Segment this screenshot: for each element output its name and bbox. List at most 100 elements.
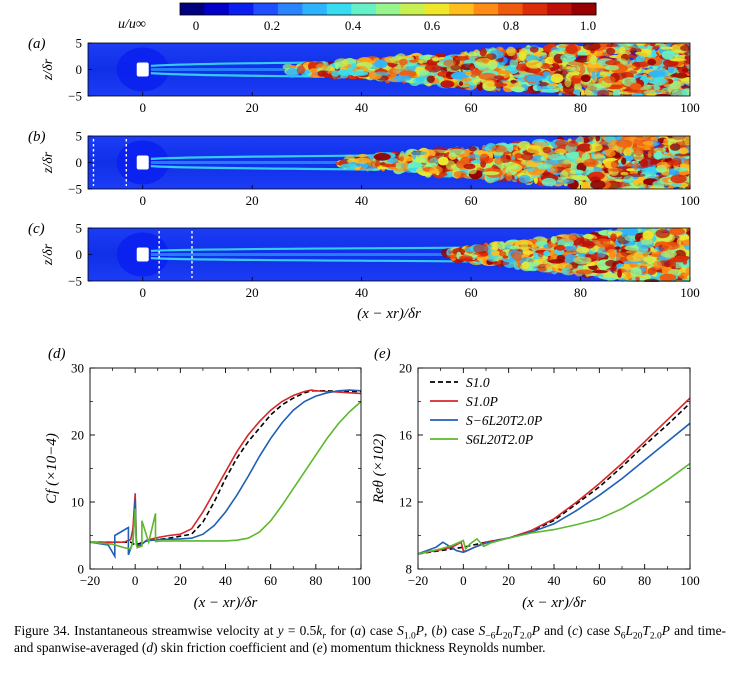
turbulent-patch xyxy=(621,157,627,165)
turbulent-patch xyxy=(296,65,306,75)
turbulent-patch xyxy=(687,218,694,227)
turbulent-patch xyxy=(630,267,642,277)
turbulent-patch xyxy=(493,75,505,80)
turbulent-patch xyxy=(606,168,624,172)
turbulent-patch xyxy=(660,38,671,42)
turbulent-patch xyxy=(655,93,672,96)
turbulent-patch xyxy=(695,47,705,55)
turbulent-patch xyxy=(676,43,690,44)
turbulent-patch xyxy=(454,56,470,61)
turbulent-patch xyxy=(693,67,703,70)
turbulent-patch xyxy=(606,47,616,55)
turbulent-patch xyxy=(688,33,697,40)
turbulent-patch xyxy=(692,252,702,259)
turbulent-patch xyxy=(458,81,464,86)
turbulent-patch xyxy=(693,140,697,144)
turbulent-patch xyxy=(650,248,658,253)
turbulent-patch xyxy=(691,151,707,158)
turbulent-patch xyxy=(691,163,700,167)
turbulent-patch xyxy=(681,37,686,43)
turbulent-patch xyxy=(550,236,558,244)
turbulent-patch xyxy=(399,156,405,162)
series-line xyxy=(90,390,361,546)
turbulent-patch xyxy=(691,274,705,283)
y-tick-label: 0 xyxy=(76,155,83,170)
turbulent-patch xyxy=(402,155,414,162)
turbulent-patch xyxy=(659,273,677,281)
turbulent-patch xyxy=(669,143,681,151)
y-axis-label: z/δr xyxy=(41,151,56,174)
turbulent-patch xyxy=(694,177,699,186)
turbulent-patch xyxy=(675,72,688,79)
turbulent-patch xyxy=(649,253,664,257)
turbulent-patch xyxy=(611,242,616,246)
turbulent-patch xyxy=(684,228,689,229)
turbulent-patch xyxy=(586,83,604,91)
turbulent-patch xyxy=(694,86,700,89)
turbulent-patch xyxy=(691,241,699,247)
turbulent-patch xyxy=(692,69,708,79)
turbulent-patch xyxy=(526,74,544,83)
x-tick-label: 20 xyxy=(246,100,259,115)
turbulent-patch xyxy=(669,169,680,176)
turbulent-patch xyxy=(407,161,423,170)
turbulent-patch xyxy=(692,220,705,229)
turbulent-patch xyxy=(690,164,697,167)
turbulent-patch xyxy=(510,79,517,84)
turbulent-patch xyxy=(659,132,671,136)
turbulent-patch xyxy=(660,250,677,258)
turbulent-patch xyxy=(616,139,633,148)
turbulent-patch xyxy=(691,230,707,235)
turbulent-patch xyxy=(691,218,702,226)
x-tick-label: 40 xyxy=(355,285,368,300)
turbulent-patch xyxy=(596,248,607,258)
turbulent-patch xyxy=(574,58,590,63)
turbulent-patch xyxy=(693,236,705,243)
turbulent-patch xyxy=(694,163,700,166)
turbulent-patch xyxy=(695,68,700,77)
turbulent-patch xyxy=(499,251,507,257)
turbulent-patch xyxy=(579,65,586,74)
turbulent-patch xyxy=(483,171,500,176)
turbulent-patch xyxy=(672,136,685,141)
turbulent-patch xyxy=(686,274,690,280)
colorbar-label: u/u∞ xyxy=(118,17,146,32)
turbulent-patch xyxy=(680,129,696,133)
turbulent-patch xyxy=(675,128,682,135)
y-tick-label: 30 xyxy=(71,361,84,376)
turbulent-patch xyxy=(497,241,506,250)
turbulent-patch xyxy=(537,263,548,272)
turbulent-patch xyxy=(642,140,654,146)
turbulent-patch xyxy=(393,75,412,81)
colorbar-cell xyxy=(277,3,303,15)
turbulent-patch xyxy=(673,33,691,42)
turbulent-patch xyxy=(590,54,597,65)
turbulent-patch xyxy=(684,43,690,44)
turbulent-patch xyxy=(679,222,695,226)
turbulent-patch xyxy=(502,255,509,259)
turbulent-patch xyxy=(507,143,514,153)
turbulent-patch xyxy=(533,244,538,251)
turbulent-patch xyxy=(690,176,704,186)
turbulent-patch xyxy=(655,229,670,239)
turbulent-patch xyxy=(605,59,621,66)
turbulent-patch xyxy=(573,256,592,265)
y-tick-label: 16 xyxy=(399,428,413,443)
turbulent-patch xyxy=(694,149,700,159)
turbulent-patch xyxy=(633,147,644,157)
turbulent-patch xyxy=(418,55,424,60)
turbulent-patch xyxy=(353,157,371,164)
turbulent-patch xyxy=(693,256,705,266)
colorbar-tick-label: 0 xyxy=(193,18,200,33)
x-tick-label: 80 xyxy=(574,285,587,300)
turbulent-patch xyxy=(649,43,656,47)
colorbar-cell xyxy=(326,3,352,15)
turbulent-patch xyxy=(429,168,440,174)
turbulent-patch xyxy=(678,219,689,228)
turbulent-patch xyxy=(603,71,609,76)
turbulent-patch xyxy=(692,242,700,248)
turbulent-patch xyxy=(643,157,656,167)
turbulent-patch xyxy=(315,63,329,69)
panel-label: (b) xyxy=(28,129,46,145)
